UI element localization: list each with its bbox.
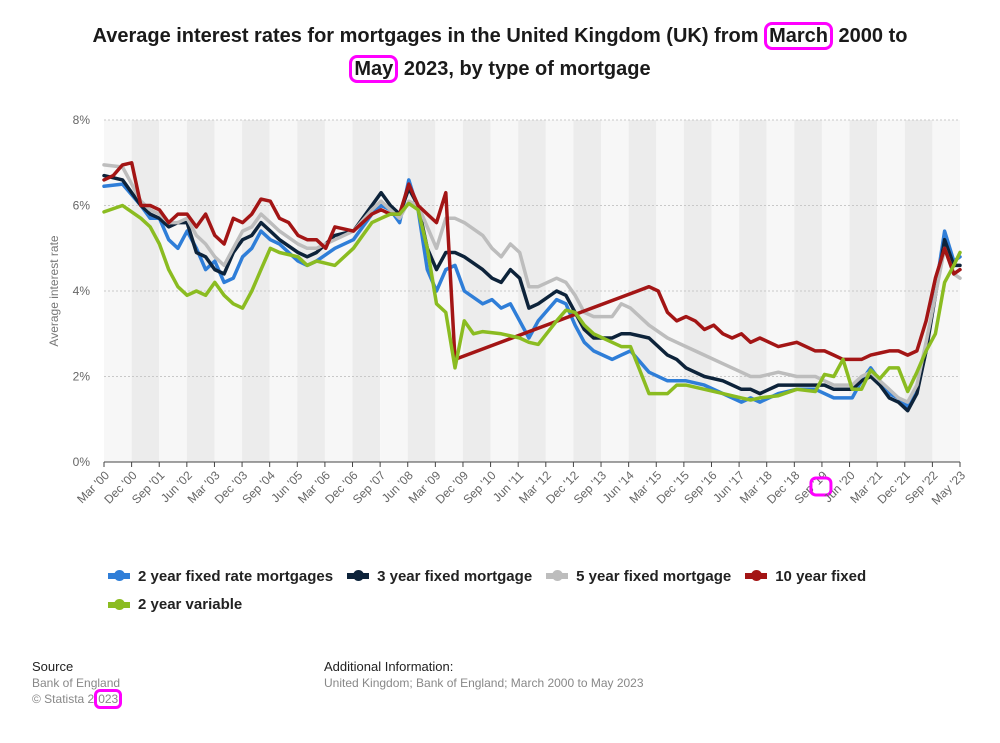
copyright-highlight: 023 [94,689,123,709]
legend-swatch [108,598,130,610]
title-part: Average interest rates for mortgages in … [92,25,759,47]
legend-item[interactable]: 3 year fixed mortgage [347,568,532,585]
y-tick-label: 2% [73,370,91,384]
y-tick-label: 8% [73,113,91,127]
legend-swatch [546,570,569,581]
chart-legend: 2 year fixed rate mortgages 3 year fixed … [108,566,948,623]
tick-highlight [809,476,833,497]
legend-swatch [745,570,768,581]
legend-label: 5 year fixed mortgage [576,567,732,585]
legend-item[interactable]: 10 year fixed [745,568,866,585]
series-line-5 [102,201,962,402]
legend-label: 2 year variable [138,596,243,613]
legend-item[interactable]: 2 year fixed rate mortgages [108,568,333,585]
title-part: 2000 to [838,25,908,47]
additional-info-block: Additional Information: United Kingdom; … [324,659,644,691]
y-tick-label: 0% [73,455,91,469]
legend-label: 10 year fixed [775,567,867,585]
series-line-2 [102,173,962,413]
legend-label: 3 year fixed mortgage [377,567,533,585]
legend-item[interactable]: 2 year variable [108,596,242,613]
legend-swatch [108,570,130,581]
legend-label: 2 year fixed rate mortgages [138,567,334,585]
series-line-4 [102,161,962,362]
series-line-1 [102,178,962,409]
source-heading: Source [32,659,74,674]
source-block: Source Bank of England © Statista 2 023 [32,659,123,709]
y-tick-label: 4% [73,284,91,298]
additional-info-text: United Kingdom; Bank of England; March 2… [324,676,644,690]
chart-title: Average interest rates for mortgages in … [0,20,1000,86]
title-highlight-march: March [764,22,833,50]
legend-swatch [347,570,370,581]
series-line-3 [102,163,962,404]
title-part: 2023, by type of mortgage [403,58,651,80]
title-highlight-may: May [349,55,399,83]
y-tick-label: 6% [73,199,91,213]
additional-info-heading: Additional Information: [324,659,454,674]
copyright-line: © Statista 2 023 [32,689,123,709]
legend-item[interactable]: 5 year fixed mortgage [546,568,731,585]
y-axis-label: Average interest rate [47,235,61,347]
source-line: Bank of England [32,676,121,690]
